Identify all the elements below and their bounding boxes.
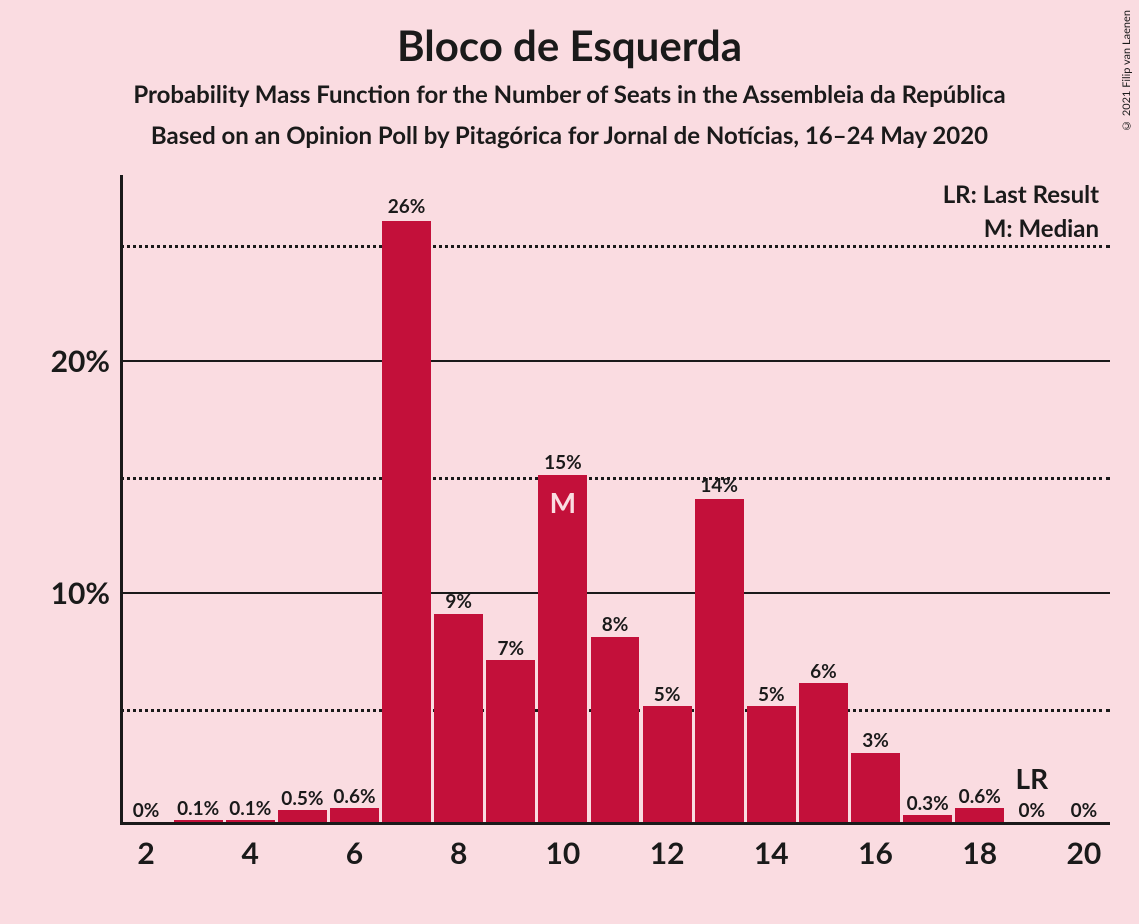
- y-tick-label: 10%: [51, 575, 110, 611]
- x-tick-label: 12: [650, 835, 685, 871]
- bar: [695, 499, 744, 823]
- x-tick-label: 16: [858, 835, 893, 871]
- bar-value-label: 8%: [602, 613, 629, 636]
- x-tick-label: 14: [754, 835, 789, 871]
- bar: [955, 808, 1004, 822]
- chart-subtitle-1: Probability Mass Function for the Number…: [0, 80, 1139, 109]
- bar-value-label: 0.1%: [177, 797, 219, 820]
- bar-value-label: 0.1%: [229, 797, 271, 820]
- gridline-minor: [120, 245, 1110, 248]
- bar-value-label: 9%: [445, 590, 472, 613]
- bar: [226, 820, 275, 822]
- x-tick-label: 2: [137, 835, 154, 871]
- bar: [799, 683, 848, 822]
- chart-area: 10%20%24681012141618200%0.1%0.1%0.5%0.6%…: [55, 175, 1115, 875]
- bar-value-label: 0%: [1019, 799, 1046, 822]
- bar: [434, 614, 483, 822]
- x-tick-label: 6: [346, 835, 363, 871]
- bar-value-label: 14%: [700, 474, 738, 497]
- bar-value-label: 0.3%: [907, 792, 949, 815]
- bar-value-label: 0.5%: [281, 787, 323, 810]
- bar-value-label: 5%: [758, 683, 785, 706]
- median-marker: M: [550, 485, 576, 519]
- chart-titles: Bloco de Esquerda Probability Mass Funct…: [0, 0, 1139, 150]
- bar: [278, 810, 327, 822]
- bar: [330, 808, 379, 822]
- bar-value-label: 26%: [388, 195, 426, 218]
- x-axis: [120, 822, 1110, 825]
- bar-value-label: 5%: [654, 683, 681, 706]
- last-result-marker: LR: [1016, 761, 1049, 795]
- chart-subtitle-2: Based on an Opinion Poll by Pitagórica f…: [0, 121, 1139, 150]
- y-tick-label: 20%: [51, 343, 110, 379]
- bar: [591, 637, 640, 822]
- bar-value-label: 0.6%: [959, 785, 1001, 808]
- bar: [747, 706, 796, 822]
- bar: [851, 753, 900, 822]
- x-tick-label: 8: [450, 835, 467, 871]
- bar: [486, 660, 535, 822]
- x-tick-label: 18: [962, 835, 997, 871]
- bar: [538, 475, 587, 822]
- copyright-text: © 2021 Filip van Laenen: [1120, 10, 1133, 132]
- x-tick-label: 20: [1067, 835, 1102, 871]
- gridline-major: [120, 592, 1110, 594]
- bar: [643, 706, 692, 822]
- chart-title: Bloco de Esquerda: [0, 20, 1139, 70]
- gridline-minor: [120, 477, 1110, 480]
- bar-value-label: 15%: [544, 451, 582, 474]
- bar-value-label: 0.6%: [333, 785, 375, 808]
- bar-value-label: 7%: [497, 637, 524, 660]
- bar: [903, 815, 952, 822]
- x-tick-label: 4: [242, 835, 259, 871]
- y-axis: [120, 175, 123, 825]
- x-tick-label: 10: [545, 835, 580, 871]
- bar-value-label: 0%: [1071, 799, 1098, 822]
- bar: [174, 820, 223, 822]
- bar-value-label: 0%: [133, 799, 160, 822]
- bar-value-label: 3%: [862, 729, 889, 752]
- bar: [382, 221, 431, 822]
- gridline-major: [120, 360, 1110, 362]
- bar-value-label: 6%: [810, 660, 837, 683]
- plot-area: 10%20%24681012141618200%0.1%0.1%0.5%0.6%…: [120, 175, 1110, 825]
